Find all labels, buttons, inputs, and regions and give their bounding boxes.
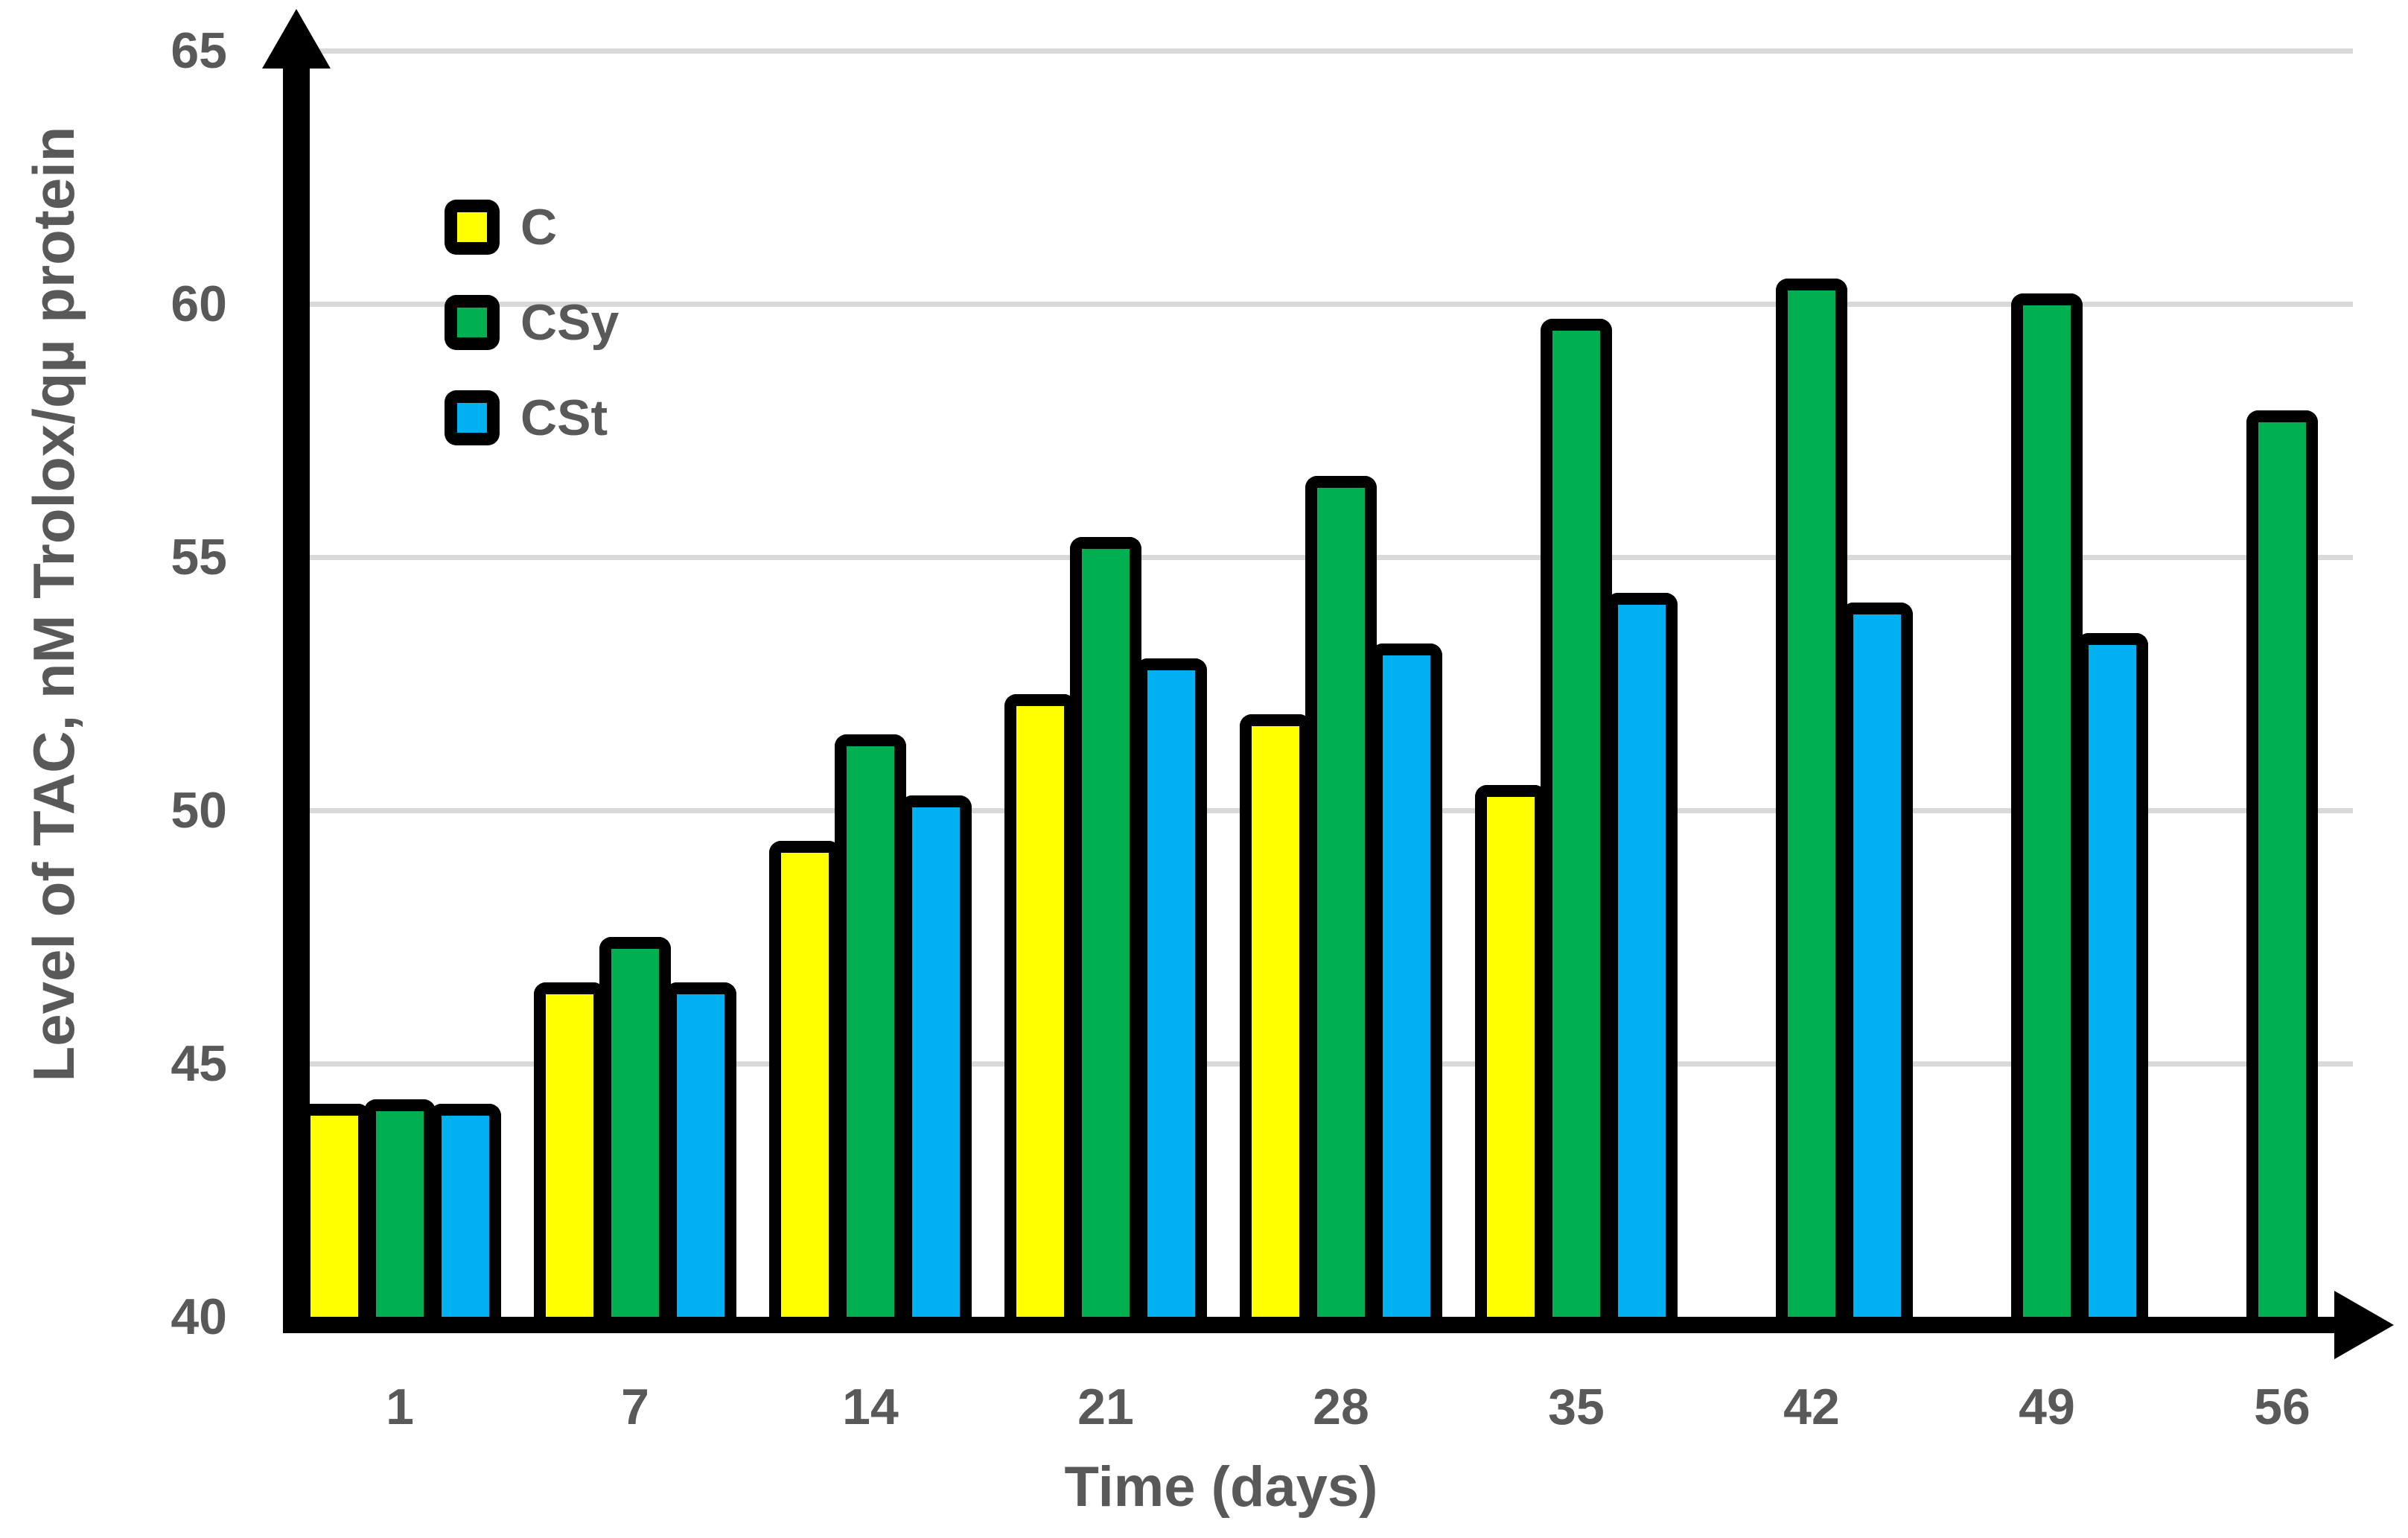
gridline-65 — [310, 48, 2353, 54]
bar-CSy-day28 — [1305, 476, 1377, 1317]
bar-CSy-day7 — [599, 937, 671, 1317]
bar-CSy-day1 — [364, 1099, 436, 1317]
bar-CSt-day7 — [665, 982, 736, 1317]
bar-CSt-day42 — [1841, 603, 1913, 1317]
x-tick-label-49: 49 — [2019, 1379, 2075, 1435]
gridline-60 — [310, 302, 2353, 307]
y-axis-arrowhead — [262, 9, 331, 69]
x-tick-label-1: 1 — [386, 1379, 414, 1435]
x-tick-label-14: 14 — [842, 1379, 899, 1435]
legend-label: CSy — [520, 294, 619, 351]
bar-C-day28 — [1240, 714, 1311, 1317]
y-axis-line — [283, 63, 310, 1333]
bar-CSy-day35 — [1541, 319, 1612, 1317]
bar-C-day21 — [1004, 694, 1076, 1317]
legend-swatch-C — [457, 212, 487, 242]
legend-label: C — [520, 199, 558, 255]
y-tick-label-65: 65 — [171, 22, 227, 79]
x-tick-label-7: 7 — [621, 1379, 649, 1435]
x-axis-line — [283, 1317, 2338, 1333]
y-axis-title: Level of TAC, nM Trolox/qµ protein — [21, 126, 86, 1082]
bar-CSy-day49 — [2011, 293, 2083, 1317]
bar-C-day7 — [534, 982, 605, 1317]
legend-marker-icon — [445, 295, 500, 350]
x-axis-arrowhead — [2334, 1291, 2394, 1359]
bar-CSt-day1 — [430, 1104, 501, 1317]
bar-CSy-day14 — [835, 734, 906, 1317]
legend-swatch-CSy — [457, 308, 487, 337]
bar-CSy-day21 — [1070, 537, 1141, 1317]
legend-marker-icon — [445, 200, 500, 255]
bar-CSt-day49 — [2077, 633, 2148, 1317]
bar-CSt-day14 — [900, 795, 972, 1317]
x-tick-label-42: 42 — [1783, 1379, 1840, 1435]
y-tick-label-40: 40 — [171, 1288, 227, 1345]
bar-CSt-day35 — [1606, 593, 1678, 1317]
legend-label: CSt — [520, 390, 608, 446]
bar-CSy-day56 — [2246, 410, 2318, 1317]
legend-marker-icon — [445, 390, 500, 445]
x-tick-label-35: 35 — [1548, 1379, 1605, 1435]
bar-CSy-day42 — [1776, 279, 1847, 1317]
y-tick-label-55: 55 — [171, 529, 227, 585]
x-tick-label-28: 28 — [1313, 1379, 1369, 1435]
legend-swatch-CSt — [457, 403, 487, 433]
y-tick-label-50: 50 — [171, 782, 227, 839]
y-tick-label-45: 45 — [171, 1035, 227, 1092]
bar-C-day14 — [769, 841, 841, 1317]
bar-C-day35 — [1475, 785, 1547, 1317]
x-tick-label-21: 21 — [1077, 1379, 1134, 1435]
x-tick-label-56: 56 — [2254, 1379, 2310, 1435]
y-tick-label-60: 60 — [171, 276, 227, 332]
bar-CSt-day21 — [1135, 658, 1207, 1317]
x-axis-title: Time (days) — [1064, 1455, 1378, 1519]
bar-CSt-day28 — [1371, 644, 1442, 1317]
